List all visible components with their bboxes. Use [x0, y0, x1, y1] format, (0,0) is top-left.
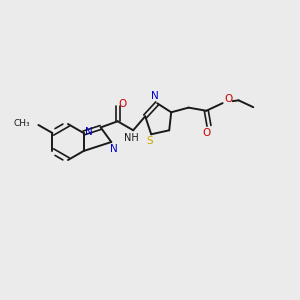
Text: O: O	[118, 99, 127, 109]
Text: CH₃: CH₃	[14, 118, 30, 127]
Text: N: N	[85, 127, 92, 137]
Text: O: O	[203, 128, 211, 138]
Text: N: N	[151, 91, 159, 101]
Text: S: S	[146, 136, 152, 146]
Text: N: N	[110, 144, 118, 154]
Text: NH: NH	[124, 133, 139, 143]
Text: O: O	[224, 94, 233, 104]
